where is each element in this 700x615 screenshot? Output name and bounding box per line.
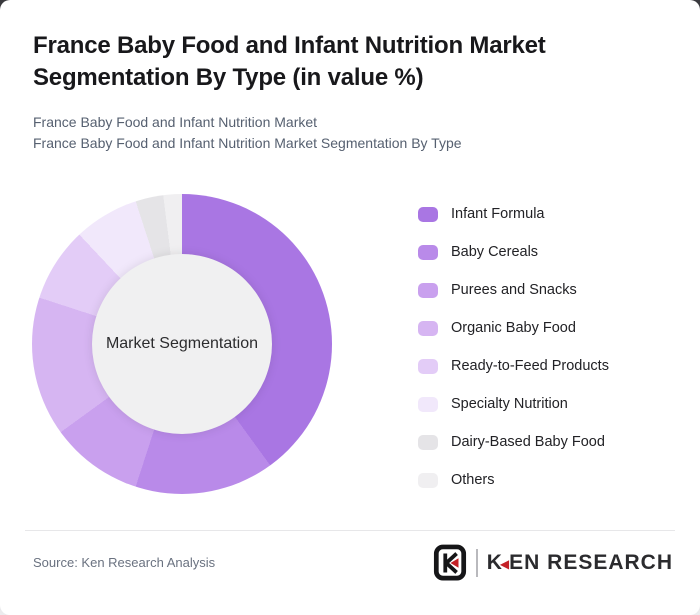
legend-item: Specialty Nutrition [418, 385, 678, 423]
legend-swatch [418, 396, 438, 412]
chart-subtitle: France Baby Food and Infant Nutrition Ma… [33, 112, 663, 154]
donut-center: Market Segmentation [92, 254, 272, 434]
legend-label: Ready-to-Feed Products [451, 358, 609, 374]
legend-label: Dairy-Based Baby Food [451, 434, 605, 450]
chart-legend: Infant Formula Baby Cereals Purees and S… [418, 195, 678, 499]
legend-item: Organic Baby Food [418, 309, 678, 347]
legend-label: Purees and Snacks [451, 282, 577, 298]
legend-item: Ready-to-Feed Products [418, 347, 678, 385]
brand-logo: K ◀ EN RESEARCH [433, 544, 673, 582]
legend-swatch [418, 472, 438, 488]
logo-text: EN RESEARCH [509, 551, 673, 574]
logo-red-arrow-icon: ◀ [499, 557, 511, 571]
page-title: France Baby Food and Infant Nutrition Ma… [33, 32, 546, 91]
legend-item: Dairy-Based Baby Food [418, 423, 678, 461]
legend-swatch [418, 434, 438, 450]
legend-swatch [418, 206, 438, 222]
legend-swatch [418, 358, 438, 374]
legend-label: Baby Cereals [451, 244, 539, 260]
subtitle-line-1: France Baby Food and Infant Nutrition Ma… [33, 114, 318, 130]
legend-label: Infant Formula [451, 206, 545, 222]
legend-label: Others [451, 472, 495, 488]
logo-wordmark: K ◀ EN RESEARCH [487, 551, 673, 575]
legend-swatch [418, 244, 438, 260]
legend-swatch [418, 282, 438, 298]
legend-swatch [418, 320, 438, 336]
logo-letter-k: K [486, 551, 503, 574]
legend-label: Organic Baby Food [451, 320, 576, 336]
ken-research-badge-icon [433, 544, 466, 581]
logo-separator [475, 549, 478, 577]
footer-divider [25, 530, 675, 531]
donut-center-label: Market Segmentation [105, 335, 259, 352]
legend-label: Specialty Nutrition [451, 396, 568, 412]
subtitle-line-2: France Baby Food and Infant Nutrition Ma… [33, 135, 462, 151]
legend-item: Baby Cereals [418, 233, 678, 271]
donut-chart: Market Segmentation [32, 194, 332, 494]
source-note: Source: Ken Research Analysis [33, 555, 216, 570]
legend-item: Others [418, 461, 678, 499]
legend-item: Purees and Snacks [418, 271, 678, 309]
legend-item: Infant Formula [418, 195, 678, 233]
